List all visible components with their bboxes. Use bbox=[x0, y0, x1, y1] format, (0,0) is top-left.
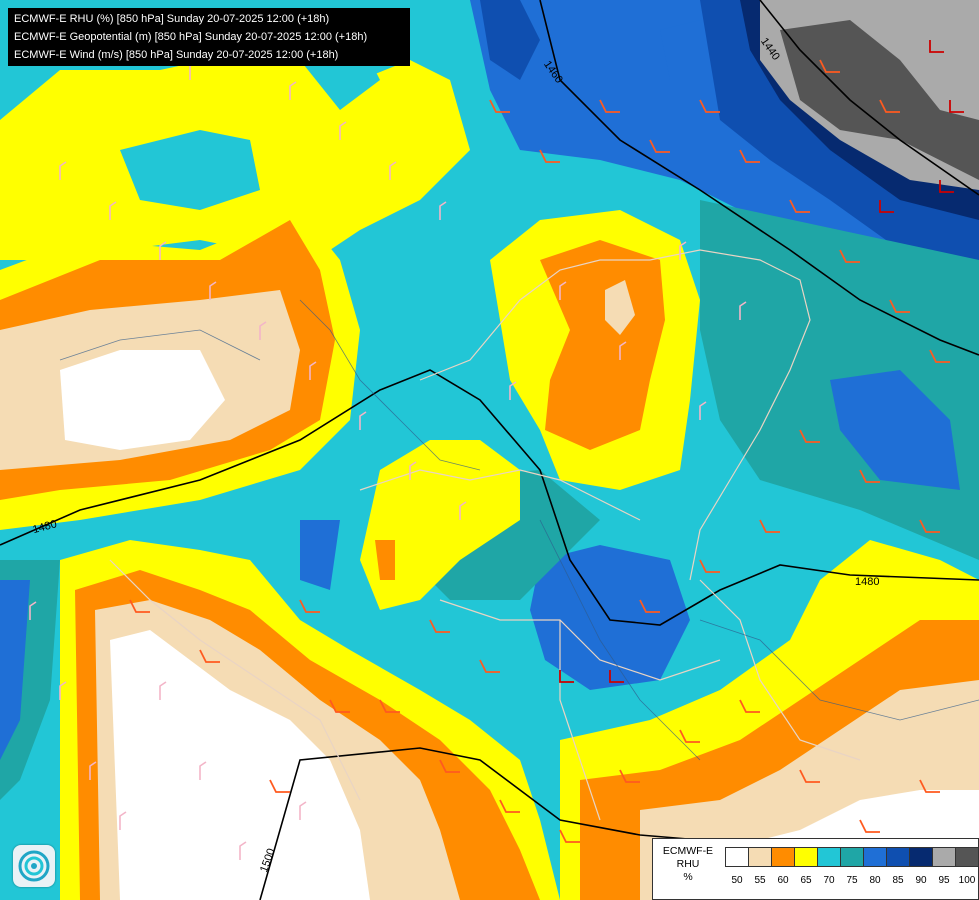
legend-tick-label: 50 bbox=[731, 875, 743, 886]
legend-swatch-7 bbox=[886, 847, 910, 867]
legend-tick-label: 90 bbox=[915, 875, 927, 886]
legend-tick-label: 55 bbox=[754, 875, 766, 886]
legend-swatch-0 bbox=[725, 847, 749, 867]
legend-swatch-2 bbox=[771, 847, 795, 867]
rhu-legend: ECMWF-E RHU % 50 55 60 65 70 75 80 85 90 95 100 bbox=[652, 838, 979, 900]
legend-tick-label: 80 bbox=[869, 875, 881, 886]
legend-title-unit: % bbox=[683, 871, 693, 883]
legend-swatch-4 bbox=[817, 847, 841, 867]
contour-label-1480-east: 1480 bbox=[855, 576, 879, 588]
legend-tick-label: 95 bbox=[938, 875, 950, 886]
legend-swatch-8 bbox=[909, 847, 933, 867]
title-geopotential: ECMWF-E Geopotential (m) [850 hPa] Sunda… bbox=[14, 31, 368, 43]
legend-swatch-10 bbox=[955, 847, 979, 867]
title-wind: ECMWF-E Wind (m/s) [850 hPa] Sunday 20-0… bbox=[14, 49, 339, 61]
legend-swatch-5 bbox=[840, 847, 864, 867]
legend-tick-label: 85 bbox=[892, 875, 904, 886]
legend-tick-label: 70 bbox=[823, 875, 835, 886]
legend-swatches bbox=[725, 847, 979, 867]
legend-tick-label: 65 bbox=[800, 875, 812, 886]
legend-tick-label: 75 bbox=[846, 875, 858, 886]
legend-title-var: RHU bbox=[676, 858, 700, 870]
legend-ticks: 50 55 60 65 70 75 80 85 90 95 100 bbox=[725, 875, 979, 889]
map-title-box: ECMWF-E RHU (%) [850 hPa] Sunday 20-07-2… bbox=[8, 8, 410, 66]
legend-tick-label: 60 bbox=[777, 875, 789, 886]
legend-title: ECMWF-E RHU % bbox=[657, 845, 719, 884]
legend-swatch-1 bbox=[748, 847, 772, 867]
legend-title-model: ECMWF-E bbox=[662, 845, 714, 857]
legend-swatch-6 bbox=[863, 847, 887, 867]
swirl-logo-icon bbox=[13, 845, 55, 887]
legend-tick-label: 100 bbox=[958, 875, 976, 886]
legend-swatch-9 bbox=[932, 847, 956, 867]
title-rhu: ECMWF-E RHU (%) [850 hPa] Sunday 20-07-2… bbox=[14, 13, 330, 25]
legend-swatch-3 bbox=[794, 847, 818, 867]
